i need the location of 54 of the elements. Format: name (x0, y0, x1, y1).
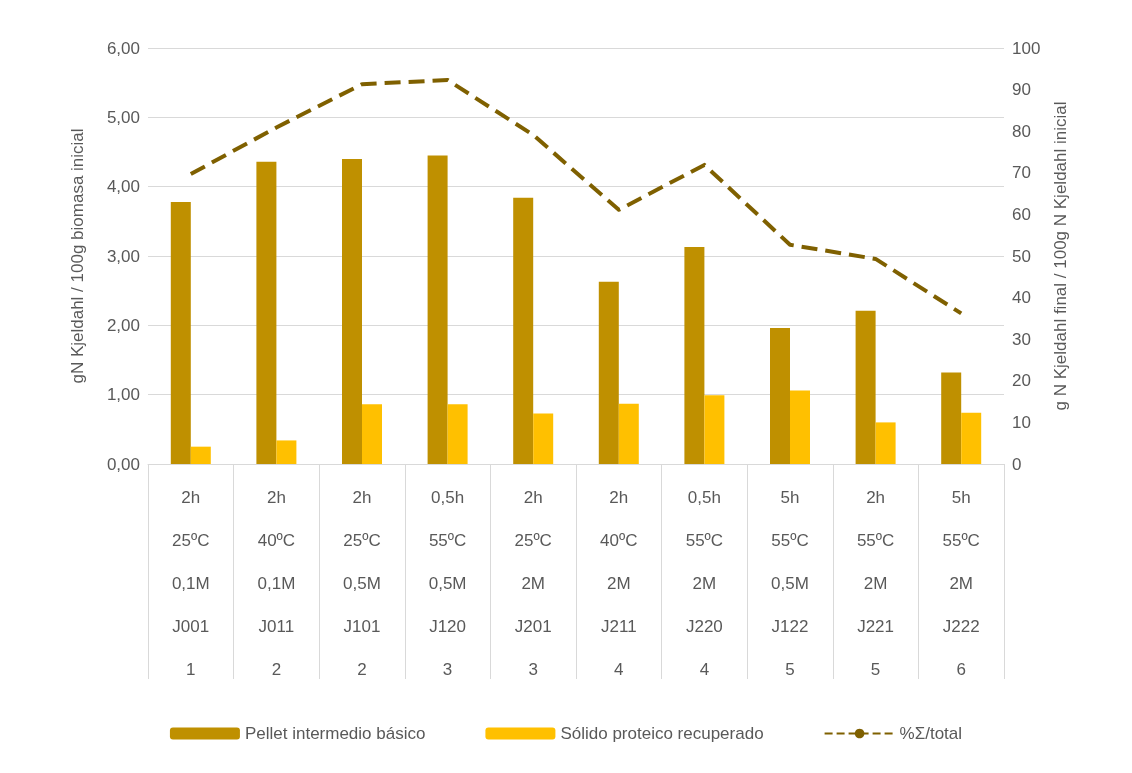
y2-tick-label: 100 (1012, 38, 1041, 58)
y2-tick-label: 10 (1012, 412, 1031, 432)
y2-tick-label: 20 (1012, 371, 1031, 391)
y-tick-label: 3,00 (106, 246, 140, 266)
bar (875, 422, 896, 464)
y-tick-label: 2,00 (106, 315, 140, 335)
y-tick-label: 4,00 (106, 177, 140, 197)
bar (961, 412, 982, 464)
category-label: 2h 40ºC 2M J211 4 (600, 488, 638, 679)
y2-tick-label: 80 (1012, 121, 1031, 141)
category-label: 2h 40ºC 0,1M J011 2 (257, 488, 296, 679)
bar (790, 390, 810, 464)
legend-label: Pellet intermedio básico (244, 724, 426, 743)
category-label: 2h 25ºC 2M J201 3 (514, 488, 552, 679)
y-tick-label: 1,00 (106, 385, 140, 405)
y-tick-label: 5,00 (106, 107, 140, 127)
y-tick-label: 0,00 (106, 454, 140, 474)
bar (427, 155, 448, 464)
bar (342, 158, 362, 464)
bar (276, 440, 297, 464)
bar (447, 404, 468, 464)
bar (170, 201, 191, 464)
bar (362, 404, 382, 464)
category-label: 0,5h 55ºC 0,5M J120 3 (428, 488, 467, 679)
bar (533, 413, 554, 464)
y2-axis-title: g N Kjeldahl final / 100g N Kjeldahl inicial (1051, 101, 1070, 411)
legend-label: %Σ/total (899, 724, 963, 743)
category-label: 5h 55ºC 2M J222 6 (942, 488, 980, 679)
y2-tick-label: 60 (1012, 204, 1031, 224)
bar (256, 161, 277, 464)
bar (190, 446, 211, 464)
bar (598, 281, 619, 464)
category-label: 2h 25ºC 0,1M J001 1 (171, 488, 210, 679)
bar (704, 395, 725, 464)
bar (513, 197, 534, 464)
bar (855, 310, 876, 464)
line-series (188, 78, 964, 316)
category-label: 2h 55ºC 2M J221 5 (856, 488, 895, 679)
bar (941, 372, 962, 464)
category-label: 5h 55ºC 0,5M J122 5 (771, 488, 809, 679)
y2-tick-label: 90 (1012, 80, 1031, 100)
category-label: 2h 25ºC 0,5M J101 2 (343, 488, 381, 679)
y2-tick-label: 30 (1012, 329, 1031, 349)
y2-tick-label: 40 (1012, 288, 1031, 308)
y2-tick-label: 50 (1012, 246, 1031, 266)
y-axis-title: gN Kjeldahl / 100g biomasa inicial (68, 128, 87, 384)
legend-label: Sólido proteico recuperado (560, 724, 764, 743)
y2-tick-label: 0 (1012, 454, 1022, 474)
bar (770, 328, 790, 464)
bar (684, 246, 705, 464)
category-label: 0,5h 55ºC 2M J220 4 (685, 488, 724, 679)
bar (618, 403, 639, 464)
y-tick-label: 6,00 (106, 38, 140, 58)
y2-tick-label: 70 (1012, 163, 1031, 183)
